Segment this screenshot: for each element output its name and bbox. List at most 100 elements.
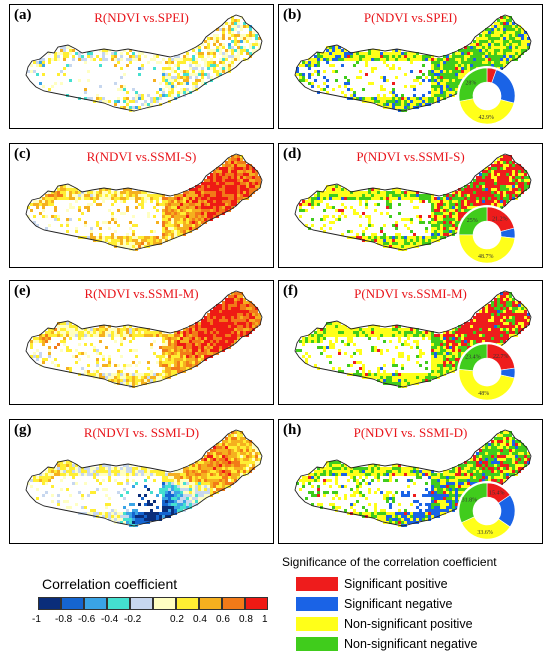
map-panel: 42.9% 28% (b) P(NDVI vs.SPEI) (278, 4, 543, 129)
significance-legend-item: Significant negative (296, 596, 452, 612)
correlation-map: 15.4% 33.6% 31.8% (294, 429, 532, 541)
legend-label: Significant positive (344, 577, 448, 591)
panel-title: R(NDVI vs. SSMI-D) (83, 425, 200, 440)
donut-slice-label: 22.7% (493, 354, 509, 360)
significance-donut: 21.2% 48.7% 25% (457, 205, 517, 265)
panel-title: P(NDVI vs.SPEI) (363, 10, 458, 25)
panel-title: P(NDVI vs.SSMI-S) (356, 149, 465, 164)
panel-title: P(NDVI vs.SSMI-M) (354, 286, 467, 301)
map-cells (30, 292, 261, 388)
correlation-map: 21.2% 48.7% 25% (294, 153, 532, 265)
donut-slice-label: 48.7% (478, 254, 494, 260)
colorbar-title: Correlation coefficient (42, 576, 178, 592)
significance-donut: 15.4% 33.6% 31.8% (457, 481, 517, 541)
donut-slice-label: 42.9% (479, 115, 495, 121)
colorbar-tick-label: 0.2 (170, 614, 184, 625)
donut-slice (458, 482, 488, 524)
region-outline (294, 290, 532, 388)
colorbar-tick-label: 0.4 (193, 614, 207, 625)
donut-slice-label: 48% (478, 391, 489, 397)
significance-legend-title: Significance of the correlation coeffici… (282, 555, 497, 569)
colorbar-tick-label: 0.6 (216, 614, 230, 625)
donut-slice-label: 31.8% (462, 498, 478, 504)
map-panel: (a) R(NDVI vs.SPEI) (9, 4, 274, 129)
panel-title: P(NDVI vs. SSMI-D) (353, 425, 468, 440)
legend-label: Significant negative (344, 597, 453, 611)
colorbar-tick-label: 1 (262, 614, 268, 625)
panel-letter: (c) (14, 146, 31, 162)
map-panel: 22.7% 48% 23.4% (f) P(NDVI vs.SSMI-M) (278, 280, 543, 405)
colorbar-swatch (245, 597, 268, 610)
colorbar-swatch (38, 597, 61, 610)
donut-slice (458, 67, 488, 102)
colorbar-tick-label: -0.6 (78, 614, 96, 625)
donut-slice-label: 28% (465, 81, 476, 87)
map-cells (296, 292, 530, 388)
panel-letter: (b) (283, 7, 302, 23)
donut-slice (459, 98, 515, 125)
donut-slice (458, 368, 515, 401)
donut-slice-label: 23.4% (465, 354, 481, 360)
donut-slice (458, 343, 488, 371)
panel-title: R(NDVI vs.SPEI) (94, 10, 189, 25)
significance-legend-item: Non-significant negative (296, 636, 477, 652)
map-panel: 15.4% 33.6% 31.8% (h) P(NDVI vs. SSMI-D) (278, 419, 543, 544)
colorbar-tick-label: -0.8 (55, 614, 73, 625)
region-outline (25, 14, 263, 112)
legend-swatch (296, 597, 338, 611)
region-outline (25, 429, 263, 527)
colorbar-swatch (153, 597, 176, 610)
significance-legend-item: Significant positive (296, 576, 448, 592)
panel-title: R(NDVI vs.SSMI-M) (84, 286, 199, 301)
legend-swatch (296, 577, 338, 591)
map-cells (27, 155, 261, 251)
donut-slice-label: 25% (467, 218, 478, 224)
map-cells (27, 16, 261, 112)
legend-label: Non-significant positive (344, 617, 473, 631)
panel-letter: (h) (283, 422, 302, 438)
donut-slice-label: 21.2% (492, 216, 508, 222)
region-outline (294, 14, 532, 112)
significance-donut: 42.9% 28% (457, 66, 517, 126)
correlation-map (25, 290, 263, 388)
panel-title: R(NDVI vs.SSMI-S) (86, 149, 197, 164)
correlation-map: 42.9% 28% (294, 14, 532, 126)
region-outline (25, 153, 263, 251)
map-panel: 21.2% 48.7% 25% (d) P(NDVI vs.SSMI-S) (278, 143, 543, 268)
panel-letter: (d) (283, 146, 302, 162)
colorbar-swatch (107, 597, 130, 610)
correlation-map (25, 153, 263, 251)
colorbar-swatch (61, 597, 84, 610)
colorbar-tick-label: -0.2 (124, 614, 142, 625)
map-panel: (c) R(NDVI vs.SSMI-S) (9, 143, 274, 268)
panel-letter: (a) (14, 7, 32, 23)
colorbar-swatch (222, 597, 245, 610)
map-cells (296, 16, 530, 112)
donut-slice-label: 15.4% (489, 490, 505, 496)
significance-donut: 22.7% 48% 23.4% (457, 342, 517, 402)
colorbar-swatch (130, 597, 153, 610)
correlation-map (25, 14, 263, 112)
legend-swatch (296, 617, 338, 631)
map-panel: (g) R(NDVI vs. SSMI-D) (9, 419, 274, 544)
significance-legend-item: Non-significant positive (296, 616, 473, 632)
colorbar-swatch (176, 597, 199, 610)
correlation-map: 22.7% 48% 23.4% (294, 290, 532, 402)
colorbar-tick-label: -0.4 (101, 614, 119, 625)
panel-letter: (f) (283, 283, 298, 299)
donut-slice (458, 206, 488, 236)
colorbar-swatch (199, 597, 222, 610)
region-outline (294, 429, 532, 527)
legend-label: Non-significant negative (344, 637, 478, 651)
colorbar-swatch (84, 597, 107, 610)
region-outline (25, 290, 263, 388)
donut-slice (458, 234, 516, 264)
colorbar-tick-label: -1 (32, 614, 41, 625)
panel-letter: (g) (14, 422, 32, 438)
donut-slice-label: 33.6% (477, 530, 493, 536)
correlation-map (25, 429, 263, 527)
map-panel: (e) R(NDVI vs.SSMI-M) (9, 280, 274, 405)
map-cells (27, 431, 261, 527)
colorbar-tick-label: 0.8 (239, 614, 253, 625)
region-outline (294, 153, 532, 251)
